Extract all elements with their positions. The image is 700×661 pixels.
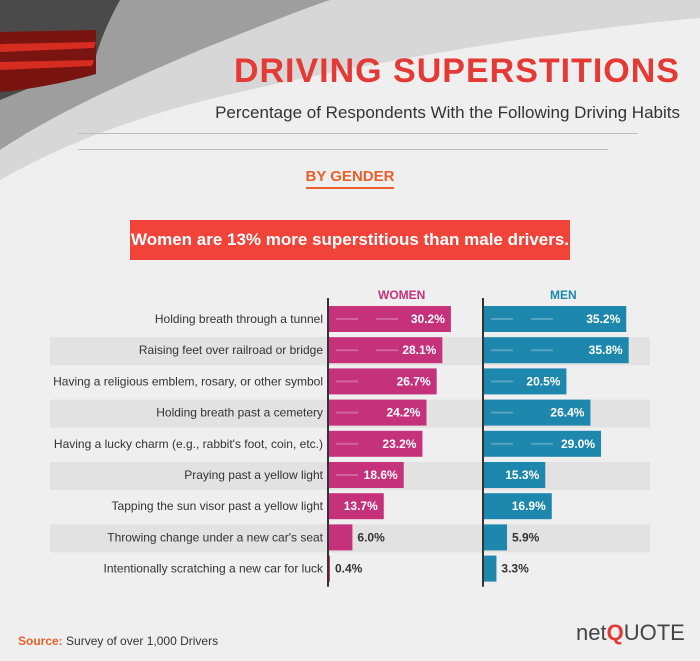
men-bar	[483, 337, 629, 364]
men-bar	[483, 306, 627, 332]
women-bar	[328, 306, 451, 332]
divider-top	[78, 133, 638, 134]
category-label: Holding breath through a tunnel	[155, 312, 323, 326]
section-label: BY GENDER	[0, 168, 700, 189]
category-label: Throwing change under a new car's seat	[107, 530, 323, 544]
bar-dash	[376, 349, 398, 352]
women-bar	[328, 524, 353, 551]
logo-prefix: net	[576, 620, 607, 645]
men-value-label: 3.3%	[501, 562, 529, 576]
category-label: Tapping the sun visor past a yellow ligh…	[112, 499, 324, 513]
category-label: Holding breath past a cemetery	[156, 406, 323, 420]
category-label: Raising feet over railroad or bridge	[139, 343, 323, 357]
men-value-label: 20.5%	[526, 374, 560, 388]
netquote-logo: netQUOTE	[576, 620, 685, 646]
bar-dash	[491, 411, 513, 414]
men-value-label: 16.9%	[512, 499, 546, 513]
divider-bottom	[78, 149, 608, 150]
men-bar	[483, 430, 602, 457]
men-bar	[483, 368, 567, 395]
source-text: Survey of over 1,000 Drivers	[66, 634, 219, 648]
category-label: Praying past a yellow light	[184, 468, 323, 482]
women-bar	[328, 462, 404, 488]
page-subtitle: Percentage of Respondents With the Follo…	[215, 103, 680, 122]
bar-dash	[336, 318, 358, 320]
bar-dash	[491, 349, 513, 352]
women-bar	[328, 399, 427, 426]
men-bar	[483, 555, 497, 582]
women-value-label: 18.6%	[364, 468, 398, 482]
men-value-label: 35.8%	[589, 343, 623, 357]
category-label: Intentionally scratching a new car for l…	[104, 562, 324, 576]
section-label-text: BY GENDER	[305, 168, 395, 189]
bar-dash	[531, 349, 553, 352]
men-value-label: 26.4%	[550, 406, 584, 420]
source-label: Source:	[18, 634, 63, 648]
women-bar	[328, 430, 423, 457]
header-decoration	[0, 0, 700, 180]
women-value-label: 23.2%	[382, 437, 416, 451]
men-bar	[483, 524, 508, 551]
women-value-label: 24.2%	[386, 406, 420, 420]
men-bar	[483, 493, 552, 520]
men-column-header: MEN	[550, 288, 577, 302]
highlight-banner: Women are 13% more superstitious than ma…	[130, 220, 570, 260]
bar-dash	[531, 442, 553, 445]
page-title: DRIVING SUPERSTITIONS	[233, 52, 680, 90]
category-label: Having a religious emblem, rosary, or ot…	[53, 374, 323, 388]
logo-q: Q	[606, 620, 624, 645]
men-value-label: 15.3%	[505, 468, 539, 482]
women-value-label: 28.1%	[402, 343, 436, 357]
source-note: Source: Survey of over 1,000 Drivers	[18, 634, 218, 648]
bar-dash	[376, 318, 398, 320]
women-value-label: 6.0%	[357, 530, 385, 544]
bar-dash	[336, 411, 358, 414]
bar-dash	[336, 380, 358, 383]
women-value-label: 0.4%	[335, 562, 363, 576]
men-value-label: 5.9%	[512, 530, 540, 544]
women-bar	[328, 337, 443, 364]
bar-dash	[336, 349, 358, 352]
men-value-label: 35.2%	[586, 312, 620, 326]
women-value-label: 13.7%	[344, 499, 378, 513]
bar-dash	[491, 318, 513, 320]
women-bar	[328, 493, 384, 520]
bar-dash	[491, 380, 513, 383]
women-bar	[328, 368, 437, 395]
men-bar	[483, 462, 546, 488]
men-bar	[483, 399, 591, 426]
bar-dash	[491, 442, 513, 445]
women-value-label: 26.7%	[397, 374, 431, 388]
men-value-label: 29.0%	[561, 437, 595, 451]
women-value-label: 30.2%	[411, 312, 445, 326]
bar-dash	[336, 442, 358, 445]
women-column-header: WOMEN	[378, 288, 426, 302]
logo-suffix: UOTE	[623, 620, 685, 645]
bar-dash	[531, 318, 553, 320]
category-label: Having a lucky charm (e.g., rabbit's foo…	[54, 437, 323, 451]
bar-dash	[336, 474, 358, 476]
